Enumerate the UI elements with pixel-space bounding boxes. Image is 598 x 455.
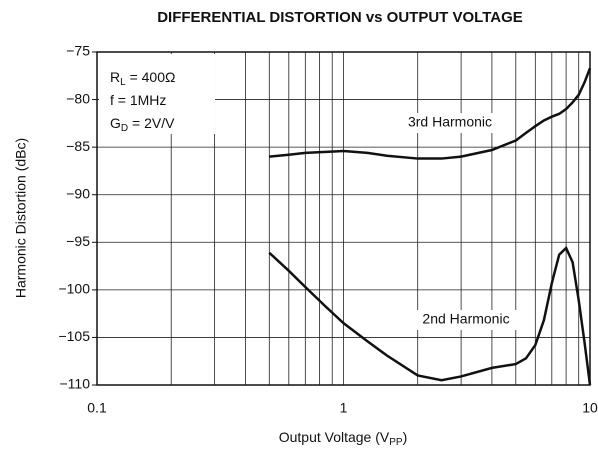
series-label-bg bbox=[390, 113, 510, 133]
y-tick-label: −105 bbox=[58, 328, 90, 344]
annotation: GD = 2V/V bbox=[110, 115, 175, 134]
series-label: 2nd Harmonic bbox=[422, 311, 509, 327]
annotation-part: = 2V/V bbox=[128, 115, 175, 131]
annotation: RL = 400Ω bbox=[110, 69, 175, 88]
y-tick-label: −110 bbox=[60, 376, 91, 392]
annotation-bg bbox=[99, 54, 215, 134]
x-tick-label: 1 bbox=[340, 400, 348, 416]
series-line bbox=[268, 245, 592, 386]
annotation-part: G bbox=[110, 115, 121, 131]
annotation-part: D bbox=[121, 123, 128, 134]
y-tick-label: −85 bbox=[66, 138, 90, 154]
annotation-part: R bbox=[110, 69, 120, 85]
x-tick-label: 0.1 bbox=[87, 400, 107, 416]
y-tick-label: −95 bbox=[66, 233, 90, 249]
overlay: RL = 400Ω f = 1MHz GD = 2V/V 3rd Harmonic 2n… bbox=[110, 69, 526, 330]
series-label: 3rd Harmonic bbox=[408, 114, 492, 130]
annotation-part: f = 1MHz bbox=[110, 92, 166, 108]
x-tick-label: 10 bbox=[582, 400, 598, 416]
plot bbox=[268, 67, 592, 386]
grid bbox=[92, 51, 591, 386]
plot-frame bbox=[96, 51, 591, 386]
annotation-part: L bbox=[120, 77, 126, 88]
y-axis-label: Harmonic Distortion (dBc) bbox=[13, 138, 29, 298]
series-line bbox=[269, 67, 592, 160]
series-label-bg bbox=[406, 310, 526, 330]
y-tick-label: −90 bbox=[66, 185, 90, 201]
annotation-part: = 400Ω bbox=[126, 69, 176, 85]
y-tick-label: −75 bbox=[66, 43, 90, 59]
x-axis-label: Output Voltage (VPP) bbox=[279, 429, 408, 448]
y-tick-label: −100 bbox=[58, 281, 90, 297]
annotation: f = 1MHz bbox=[110, 92, 166, 108]
chart-title: DIFFERENTIAL DISTORTION vs OUTPUT VOLTAG… bbox=[157, 9, 523, 26]
y-tick-label: −80 bbox=[66, 90, 90, 106]
